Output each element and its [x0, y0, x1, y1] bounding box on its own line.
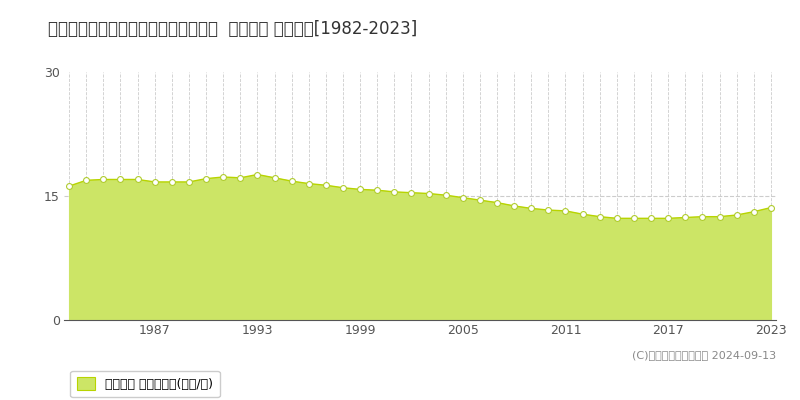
- Point: [371, 187, 384, 194]
- Point: [148, 179, 161, 185]
- Point: [319, 182, 332, 188]
- Point: [114, 176, 127, 183]
- Text: 北海道帯広市東３条南７丁目６番２外  地価公示 地価推移[1982-2023]: 北海道帯広市東３条南７丁目６番２外 地価公示 地価推移[1982-2023]: [48, 20, 418, 38]
- Point: [490, 200, 503, 206]
- Point: [679, 214, 692, 221]
- Point: [268, 175, 281, 181]
- Point: [97, 176, 110, 183]
- Point: [747, 208, 760, 215]
- Point: [62, 183, 75, 189]
- Point: [662, 215, 674, 222]
- Point: [354, 186, 366, 192]
- Point: [508, 203, 521, 209]
- Point: [610, 215, 623, 222]
- Point: [594, 214, 606, 220]
- Point: [525, 205, 538, 212]
- Point: [474, 197, 486, 203]
- Point: [166, 179, 178, 185]
- Point: [200, 176, 213, 182]
- Point: [234, 175, 246, 181]
- Point: [337, 184, 350, 191]
- Point: [80, 177, 93, 184]
- Point: [302, 180, 315, 187]
- Point: [696, 214, 709, 220]
- Point: [131, 176, 144, 183]
- Point: [217, 174, 230, 180]
- Point: [422, 190, 435, 197]
- Point: [730, 212, 743, 218]
- Point: [286, 178, 298, 184]
- Point: [439, 192, 452, 198]
- Point: [713, 214, 726, 220]
- Point: [251, 171, 264, 178]
- Point: [388, 189, 401, 195]
- Point: [405, 190, 418, 196]
- Point: [456, 194, 469, 201]
- Legend: 地価公示 平均坪単価(万円/坪): 地価公示 平均坪単価(万円/坪): [70, 371, 219, 397]
- Point: [182, 179, 195, 185]
- Point: [645, 215, 658, 222]
- Point: [765, 204, 778, 211]
- Point: [559, 208, 572, 214]
- Point: [542, 207, 554, 213]
- Point: [627, 215, 640, 222]
- Point: [576, 211, 589, 217]
- Text: (C)土地価格ドットコム 2024-09-13: (C)土地価格ドットコム 2024-09-13: [632, 350, 776, 360]
